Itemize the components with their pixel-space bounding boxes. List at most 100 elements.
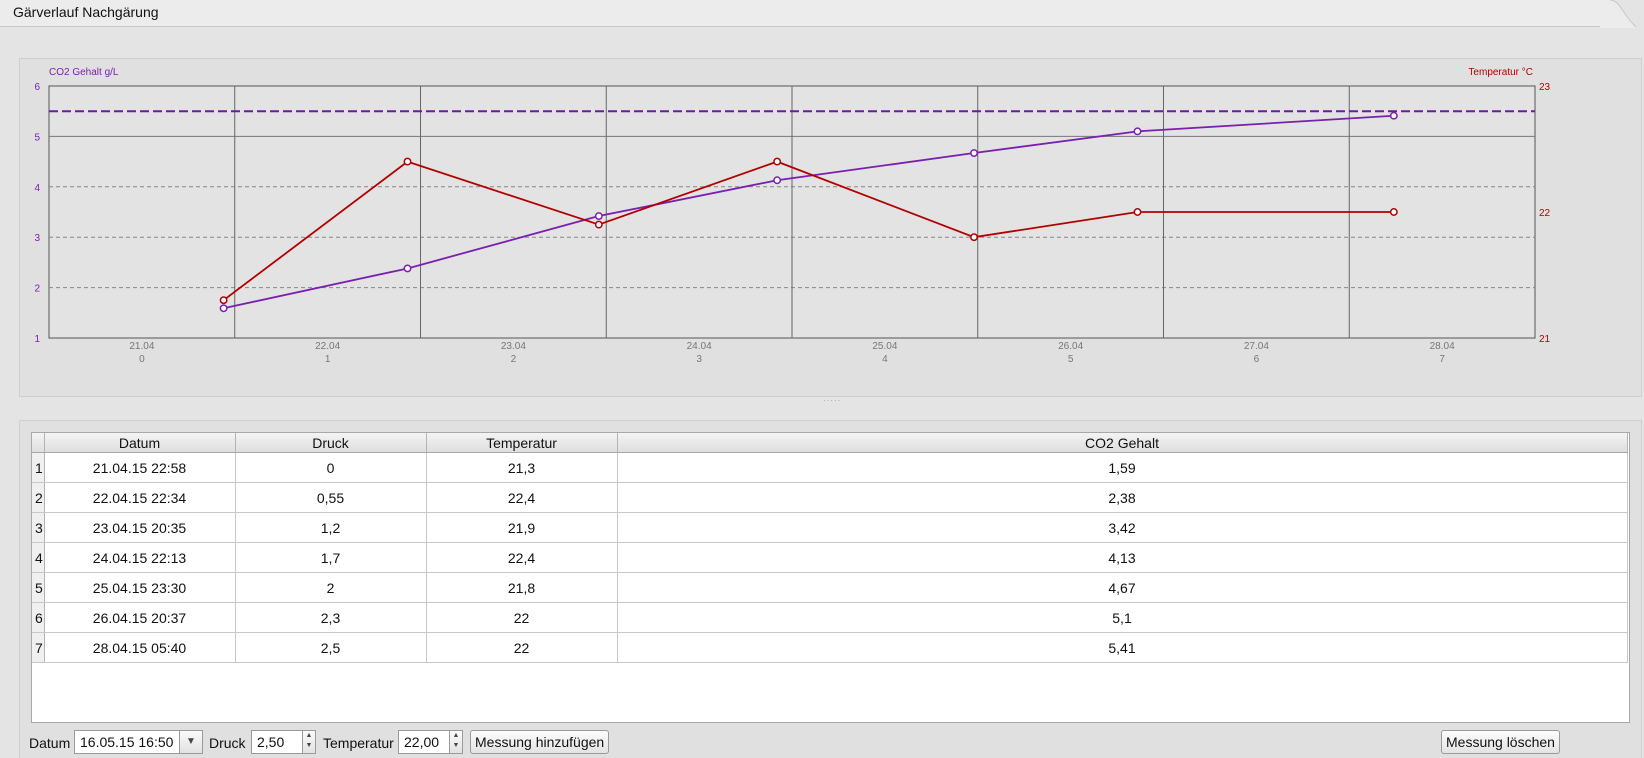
cell-temperatur[interactable]: 21,3 xyxy=(426,452,618,483)
datum-field[interactable]: 16.05.15 16:50 xyxy=(74,730,182,754)
cell-co2[interactable]: 5,1 xyxy=(617,602,1628,633)
cell-datum[interactable]: 23.04.15 20:35 xyxy=(44,512,236,543)
cell-co2[interactable]: 1,59 xyxy=(617,452,1628,483)
row-number[interactable]: 1 xyxy=(32,452,45,483)
y-axis-title: CO2 Gehalt g/L xyxy=(49,67,119,78)
x-tick-label: 26.04 xyxy=(1058,341,1083,352)
x-tick-label: 23.04 xyxy=(501,341,526,352)
row-number[interactable]: 6 xyxy=(32,602,45,633)
x-day-label: 5 xyxy=(1068,354,1074,365)
y-tick-label: 5 xyxy=(34,132,40,143)
x-day-label: 0 xyxy=(139,354,145,365)
delete-measurement-button[interactable]: Messung löschen xyxy=(1441,730,1560,754)
tab-gaerverlauf[interactable]: Gärverlauf Nachgärung xyxy=(0,0,1610,27)
cell-co2[interactable]: 3,42 xyxy=(617,512,1628,543)
cell-datum[interactable]: 25.04.15 23:30 xyxy=(44,572,236,603)
chart-panel: 1 2 3 4 5 6 21 22 23 21.04 0 22.04 1 23.04 2 24.04 3 25.0… xyxy=(19,58,1642,397)
datum-dropdown-button[interactable]: ▼ xyxy=(179,730,203,754)
y2-tick-label: 22 xyxy=(1539,208,1551,219)
cell-temperatur[interactable]: 22,4 xyxy=(426,482,618,513)
cell-druck[interactable]: 0 xyxy=(235,452,427,483)
table-corner xyxy=(32,433,45,453)
co2-data-point xyxy=(403,264,412,273)
table-row[interactable]: 3 23.04.15 20:35 1,2 21,9 3,42 xyxy=(32,512,1628,543)
cell-co2[interactable]: 5,41 xyxy=(617,632,1628,663)
temperature-data-point xyxy=(1389,208,1398,216)
temperature-data-point xyxy=(403,157,412,166)
row-number[interactable]: 5 xyxy=(32,572,45,603)
cell-temperatur[interactable]: 22,4 xyxy=(426,542,618,573)
cell-druck[interactable]: 1,7 xyxy=(235,542,427,573)
y2-tick-label: 21 xyxy=(1539,334,1551,345)
tab-bar: Gärverlauf Nachgärung xyxy=(0,0,1644,28)
datum-label: Datum xyxy=(29,735,71,751)
row-number[interactable]: 3 xyxy=(32,512,45,543)
table-row[interactable]: 1 21.04.15 22:58 0 21,3 1,59 xyxy=(32,452,1628,483)
cell-druck[interactable]: 2,3 xyxy=(235,602,427,633)
cell-druck[interactable]: 2 xyxy=(235,572,427,603)
arrow-up-icon[interactable]: ▲ xyxy=(452,732,460,739)
co2-data-point xyxy=(970,149,978,157)
row-number[interactable]: 2 xyxy=(32,482,45,513)
cell-druck[interactable]: 1,2 xyxy=(235,512,427,543)
y2-axis-title: Temperatur °C xyxy=(1468,67,1533,78)
row-number[interactable]: 7 xyxy=(32,632,45,663)
fermentation-chart: 12345621222321.04022.04123.04224.04325.0… xyxy=(34,67,1551,365)
row-number[interactable]: 4 xyxy=(32,542,45,573)
temperatur-field[interactable]: 22,00 xyxy=(398,730,450,754)
measurement-table-container: Datum Druck Temperatur CO2 Gehalt 1 21.04… xyxy=(31,432,1630,723)
temperature-data-point xyxy=(219,296,228,305)
cell-druck[interactable]: 0,55 xyxy=(235,482,427,513)
druck-field[interactable]: 2,50 xyxy=(251,730,303,754)
cell-temperatur[interactable]: 22 xyxy=(426,632,618,663)
tab-edge xyxy=(1600,0,1637,28)
druck-stepper[interactable]: ▲ ▼ xyxy=(302,730,316,754)
column-header-co2[interactable]: CO2 Gehalt xyxy=(617,433,1628,453)
cell-temperatur[interactable]: 21,9 xyxy=(426,512,618,543)
temperatur-stepper[interactable]: ▲ ▼ xyxy=(449,730,463,754)
cell-datum[interactable]: 21.04.15 22:58 xyxy=(44,452,236,483)
temperature-data-point xyxy=(773,157,782,166)
cell-temperatur[interactable]: 21,8 xyxy=(426,572,618,603)
column-header-datum[interactable]: Datum xyxy=(44,433,236,453)
co2-data-point xyxy=(594,212,603,220)
table-row[interactable]: 4 24.04.15 22:13 1,7 22,4 4,13 xyxy=(32,542,1628,573)
cell-datum[interactable]: 26.04.15 20:37 xyxy=(44,602,236,633)
table-row[interactable]: 2 22.04.15 22:34 0,55 22,4 2,38 xyxy=(32,482,1628,513)
x-tick-label: 25.04 xyxy=(872,341,897,352)
tab-title: Gärverlauf Nachgärung xyxy=(13,4,159,20)
cell-co2[interactable]: 2,38 xyxy=(617,482,1628,513)
column-header-temperatur[interactable]: Temperatur xyxy=(426,433,618,453)
input-controls: Datum 16.05.15 16:50 ▼ Druck 2,50 ▲ ▼ Te… xyxy=(0,728,1644,757)
cell-datum[interactable]: 22.04.15 22:34 xyxy=(44,482,236,513)
arrow-up-icon[interactable]: ▲ xyxy=(305,732,313,739)
arrow-down-icon[interactable]: ▼ xyxy=(305,742,313,749)
table-row[interactable]: 5 25.04.15 23:30 2 21,8 4,67 xyxy=(32,572,1628,603)
y-tick-label: 3 xyxy=(34,233,40,244)
column-header-druck[interactable]: Druck xyxy=(235,433,427,453)
arrow-down-icon[interactable]: ▼ xyxy=(452,742,460,749)
measurement-table: Datum Druck Temperatur CO2 Gehalt 1 21.04… xyxy=(32,433,1628,663)
add-measurement-button[interactable]: Messung hinzufügen xyxy=(470,730,610,754)
x-day-label: 1 xyxy=(325,354,331,365)
co2-data-point xyxy=(219,304,228,313)
cell-co2[interactable]: 4,13 xyxy=(617,542,1628,573)
x-tick-label: 21.04 xyxy=(129,341,154,352)
cell-datum[interactable]: 24.04.15 22:13 xyxy=(44,542,236,573)
table-row[interactable]: 7 28.04.15 05:40 2,5 22 5,41 xyxy=(32,632,1628,663)
temperature-data-point xyxy=(594,220,603,229)
split-handle[interactable]: ····· xyxy=(823,396,842,405)
y-tick-label: 6 xyxy=(34,82,40,93)
x-day-label: 3 xyxy=(696,354,702,365)
cell-datum[interactable]: 28.04.15 05:40 xyxy=(44,632,236,663)
x-tick-label: 22.04 xyxy=(315,341,340,352)
x-day-label: 6 xyxy=(1254,354,1260,365)
cell-temperatur[interactable]: 22 xyxy=(426,602,618,633)
co2-data-point xyxy=(1389,111,1398,120)
table-row[interactable]: 6 26.04.15 20:37 2,3 22 5,1 xyxy=(32,602,1628,633)
y-tick-label: 4 xyxy=(34,183,40,194)
x-tick-label: 24.04 xyxy=(687,341,712,352)
y-tick-label: 1 xyxy=(34,334,40,345)
cell-co2[interactable]: 4,67 xyxy=(617,572,1628,603)
cell-druck[interactable]: 2,5 xyxy=(235,632,427,663)
